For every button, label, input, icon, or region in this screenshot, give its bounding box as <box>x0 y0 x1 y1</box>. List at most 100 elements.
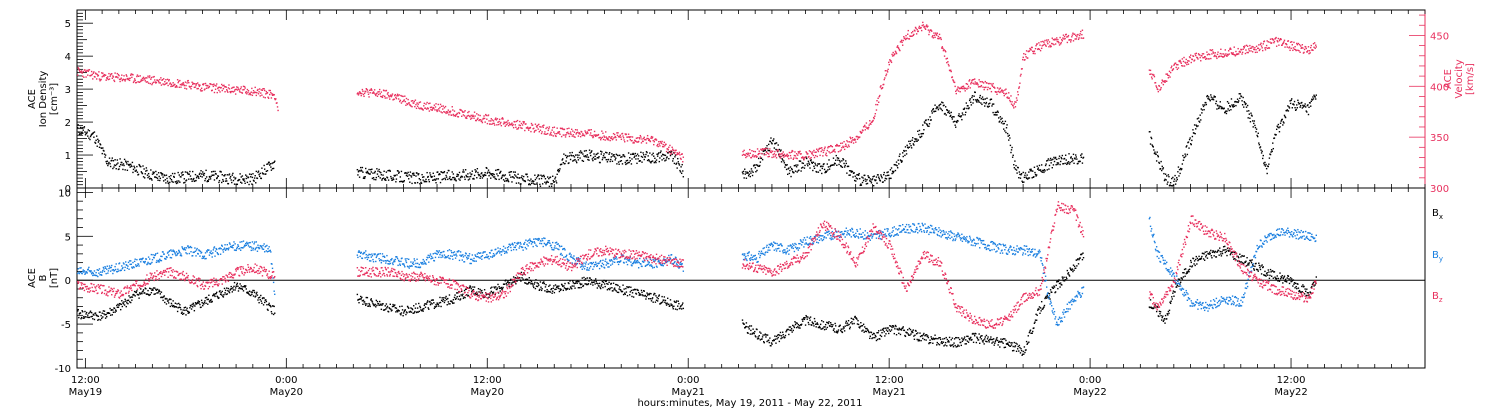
velocity-series-point <box>937 37 939 40</box>
velocity-series-point <box>541 125 544 127</box>
bx-series-point <box>650 292 652 295</box>
bx-series-point <box>196 302 198 305</box>
density-series-point <box>754 164 756 166</box>
velocity-series-point <box>122 78 125 81</box>
velocity-series-point <box>273 93 275 96</box>
velocity-series-point <box>678 151 681 154</box>
density-series-point <box>385 179 387 181</box>
density-series-point <box>1169 184 1171 186</box>
legend-b-subscript: x <box>1439 213 1443 221</box>
bx-series-point <box>543 282 546 285</box>
density-series-point <box>213 179 216 181</box>
bx-series-point <box>654 301 657 303</box>
velocity-series-point <box>613 136 615 139</box>
density-series-point <box>1010 151 1012 154</box>
velocity-series-point <box>160 77 162 79</box>
density-series-point <box>752 171 754 173</box>
velocity-tick-label: 400 <box>1430 82 1449 93</box>
bx-series-point <box>752 332 755 334</box>
bx-series-point <box>172 300 174 302</box>
bx-series-point <box>175 306 178 308</box>
bx-series-point <box>471 290 473 293</box>
velocity-series-point <box>488 120 490 122</box>
density-series-point <box>1264 161 1266 164</box>
velocity-series-point <box>999 91 1001 94</box>
bx-series-point <box>500 286 503 289</box>
velocity-series-point <box>85 70 88 72</box>
velocity-series-point <box>589 134 591 136</box>
velocity-series-point <box>798 152 800 154</box>
density-series-point <box>506 180 508 182</box>
legend-bz: Bz <box>1432 291 1443 304</box>
density-series-point <box>852 176 854 178</box>
bx-series-point <box>571 285 573 287</box>
density-series-point <box>1177 166 1180 168</box>
velocity-series-point <box>147 75 149 77</box>
density-series-point <box>490 177 492 179</box>
density-series-point <box>184 181 186 184</box>
density-series-point <box>579 150 582 152</box>
velocity-series-point <box>146 81 149 83</box>
velocity-series-point <box>496 118 499 120</box>
density-series-point <box>173 176 175 178</box>
density-series-point <box>635 155 638 157</box>
velocity-series-point <box>972 82 974 84</box>
bx-series-point <box>216 295 218 298</box>
velocity-series-point <box>505 124 508 126</box>
velocity-series-point <box>905 34 907 37</box>
velocity-series-point <box>790 157 792 159</box>
density-series-point <box>1162 167 1165 169</box>
bx-series-point <box>180 308 182 311</box>
density-series-point <box>213 174 215 176</box>
density-series-point <box>1027 177 1029 179</box>
velocity-series-point <box>947 63 950 66</box>
velocity-series-point <box>1160 82 1163 84</box>
density-series-point <box>606 152 608 154</box>
density-series-point <box>450 178 453 181</box>
velocity-series-point <box>673 149 675 152</box>
density-series-point <box>662 153 664 156</box>
density-series-point <box>1214 96 1216 98</box>
velocity-series-point <box>242 89 244 91</box>
velocity-series-point <box>845 145 848 147</box>
density-series-point <box>440 171 443 173</box>
density-series-point <box>412 174 414 176</box>
velocity-series-point <box>850 141 853 144</box>
bx-series-point <box>508 285 510 288</box>
bx-series-point <box>560 283 563 286</box>
velocity-series-point <box>795 153 798 155</box>
density-series-point <box>210 175 212 178</box>
density-series-point <box>127 163 130 166</box>
velocity-series-point <box>562 128 564 130</box>
velocity-series-point <box>390 94 392 96</box>
velocity-series-point <box>954 85 956 88</box>
bx-series-point <box>439 296 441 299</box>
bx-series-point <box>246 292 249 294</box>
density-series-point <box>452 173 455 175</box>
velocity-series-point <box>95 73 97 75</box>
velocity-series-point <box>854 139 856 141</box>
bx-series-point <box>851 321 853 323</box>
bx-series-point <box>507 280 509 282</box>
velocity-series-point <box>1181 64 1183 67</box>
velocity-series-point <box>1077 33 1079 36</box>
velocity-series-point <box>443 110 445 113</box>
density-series-point <box>599 161 601 164</box>
velocity-series-point <box>252 92 254 94</box>
density-series-point <box>1284 115 1286 118</box>
velocity-series-point <box>151 83 153 86</box>
velocity-series-point <box>750 156 753 159</box>
bx-series-point <box>798 327 800 329</box>
velocity-series-point <box>612 132 615 135</box>
density-series-point <box>636 153 639 155</box>
density-series-point <box>962 114 964 116</box>
density-series-point <box>117 162 119 164</box>
bx-series-point <box>625 287 627 290</box>
bx-series-point <box>109 314 112 316</box>
density-series-point <box>628 161 630 164</box>
bx-series-point <box>574 282 577 284</box>
velocity-series-point <box>1210 49 1213 52</box>
density-series-point <box>476 167 479 170</box>
bx-series-point <box>457 292 459 294</box>
bx-series-point <box>594 278 597 280</box>
